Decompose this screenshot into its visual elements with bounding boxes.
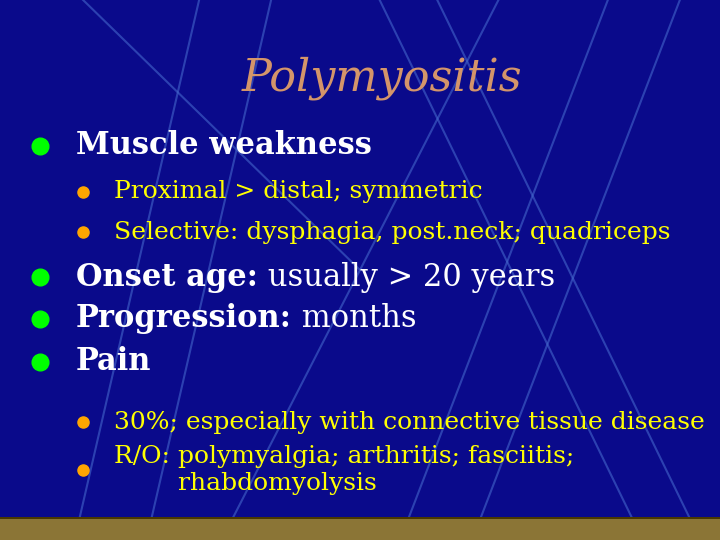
Text: months: months: [292, 303, 416, 334]
Text: Progression:: Progression:: [76, 303, 292, 334]
Text: Muscle weakness: Muscle weakness: [76, 130, 372, 161]
Text: 30%; especially with connective tissue disease: 30%; especially with connective tissue d…: [114, 411, 704, 434]
Text: Proximal > distal; symmetric: Proximal > distal; symmetric: [114, 180, 482, 203]
Text: usually > 20 years: usually > 20 years: [258, 261, 555, 293]
Text: Onset age:: Onset age:: [76, 261, 258, 293]
Text: Selective: dysphagia, post.neck; quadriceps: Selective: dysphagia, post.neck; quadric…: [114, 221, 670, 244]
Text: Pain: Pain: [76, 346, 151, 377]
Bar: [0, 517, 720, 519]
Text: R/O: polymyalgia; arthritis; fasciitis;
        rhabdomyolysis: R/O: polymyalgia; arthritis; fasciitis; …: [114, 445, 574, 495]
Bar: [0, 519, 720, 540]
Text: Polymyositis: Polymyositis: [241, 57, 522, 100]
